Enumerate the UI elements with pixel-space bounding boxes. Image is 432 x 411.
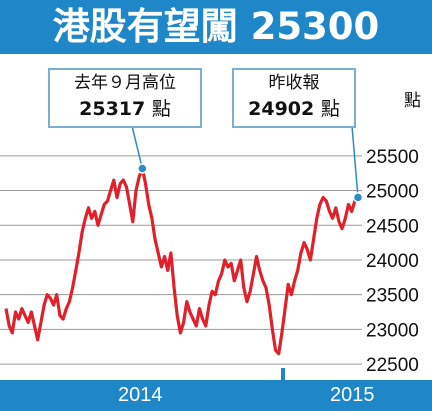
x-tick-2014: 2014 bbox=[118, 384, 163, 406]
y-tick-label: 25500 bbox=[366, 147, 419, 168]
x-tick-2015: 2015 bbox=[330, 384, 375, 406]
series-line bbox=[4, 166, 360, 356]
marker-latest bbox=[352, 192, 364, 203]
y-tick-label: 24000 bbox=[366, 251, 419, 272]
callout-high-unit: 點 bbox=[151, 98, 171, 120]
y-tick-label: 24500 bbox=[366, 216, 419, 237]
callout-high-value-row: 25317 點 bbox=[50, 96, 200, 122]
y-tick-label: 23000 bbox=[366, 320, 419, 341]
callout-high-value: 25317 bbox=[79, 98, 146, 120]
y-tick-label: 23500 bbox=[366, 286, 419, 307]
x-axis-bar bbox=[0, 380, 432, 411]
grid-lines bbox=[0, 155, 362, 365]
y-tick-label: 22500 bbox=[366, 355, 419, 376]
marker-high bbox=[137, 163, 148, 174]
callout-high: 去年９月高位 25317 點 bbox=[48, 68, 202, 128]
y-tick-label: 25000 bbox=[366, 182, 419, 203]
series-layer bbox=[4, 166, 360, 356]
leader-line-high bbox=[131, 125, 144, 169]
callout-latest-value-row: 24902 點 bbox=[234, 96, 354, 122]
callout-latest-unit: 點 bbox=[320, 98, 340, 120]
y-tick-labels: 22500 23000 23500 24000 24500 25000 25500 bbox=[366, 147, 419, 376]
callout-high-label: 去年９月高位 bbox=[74, 73, 176, 93]
leader-lines bbox=[131, 125, 364, 380]
leader-line-latest bbox=[351, 125, 359, 198]
chart-title: 港股有望闖 25300 bbox=[52, 5, 380, 48]
callout-latest-value: 24902 bbox=[248, 98, 315, 120]
title-bar bbox=[0, 0, 432, 54]
y-axis-unit: 點 bbox=[404, 91, 421, 111]
callout-latest-label: 昨收報 bbox=[268, 73, 320, 93]
callout-latest: 昨收報 24902 點 bbox=[232, 68, 356, 128]
